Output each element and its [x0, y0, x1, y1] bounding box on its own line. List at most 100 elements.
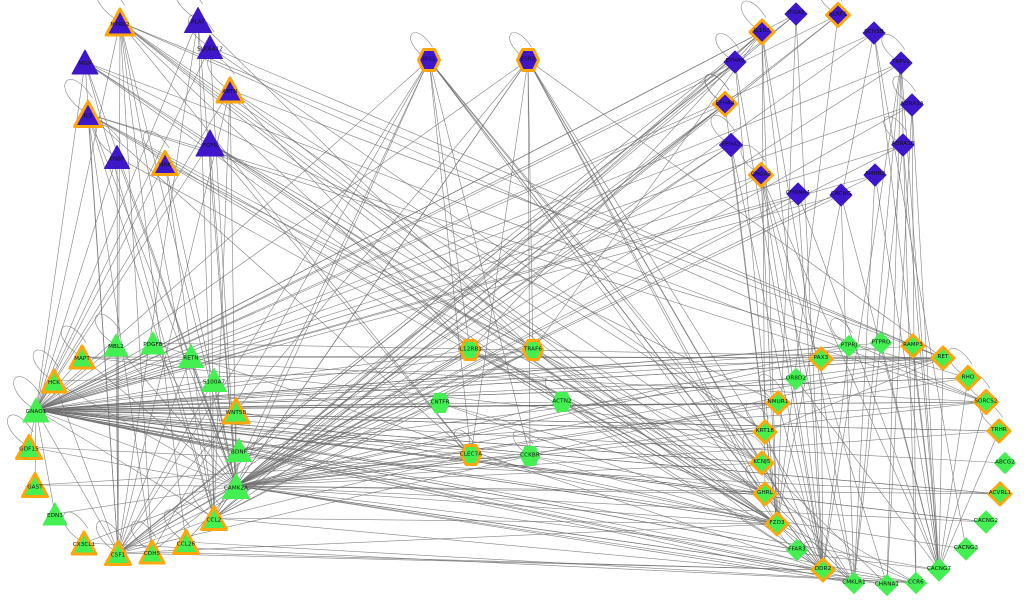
graph-node-retn[interactable]: RETN: [178, 343, 205, 370]
graph-node-chrna1[interactable]: CHRNA1: [875, 574, 899, 597]
graph-node-ntrk2[interactable]: NTRK2: [104, 7, 136, 37]
graph-node-pax3[interactable]: PAX3: [808, 346, 834, 372]
graph-node-ptpro[interactable]: PTPRO: [870, 332, 893, 355]
edge: [119, 21, 153, 553]
graph-node-cdh5[interactable]: CDH5: [138, 539, 166, 565]
edge: [35, 156, 118, 411]
edge: [527, 59, 778, 525]
graph-node-ffar3[interactable]: FFAR3: [786, 539, 809, 562]
graph-node-klrf1[interactable]: KLRF1: [825, 2, 851, 28]
graph-node-epha5[interactable]: EPHA5: [723, 50, 747, 74]
graph-node-epha4[interactable]: EPHA4: [712, 91, 738, 117]
graph-node-mbl2[interactable]: MBL2: [103, 332, 129, 358]
graph-node-plat[interactable]: PLAT: [184, 6, 213, 35]
graph-node-amhr2[interactable]: AMHR2: [863, 163, 887, 187]
self-loop-edge: [830, 318, 853, 347]
graph-node-nmur1[interactable]: NMUR1: [765, 390, 791, 416]
graph-node-or8d2[interactable]: OR8D2: [785, 368, 808, 391]
graph-node-cntfr[interactable]: CNTFR: [430, 393, 451, 414]
edge: [34, 455, 531, 486]
graph-node-s100a7[interactable]: S100A7: [201, 367, 228, 394]
edge: [83, 542, 917, 584]
graph-node-slc6a12[interactable]: SLC6A12: [197, 34, 224, 61]
graph-node-hrk[interactable]: HRK: [151, 150, 179, 177]
edge: [527, 59, 824, 571]
graph-node-kcnj5[interactable]: KCNJ5: [749, 450, 775, 476]
edge: [190, 355, 237, 487]
graph-node-mapt[interactable]: MAPT: [68, 344, 96, 370]
graph-node-sorcs2[interactable]: SORCS2: [973, 389, 999, 415]
edge: [213, 349, 471, 519]
graph-node-esr2[interactable]: ESR2: [516, 48, 540, 72]
graph-node-trpv1[interactable]: TRPV1: [889, 51, 913, 75]
graph-node-gnao1[interactable]: GNAO1: [22, 396, 50, 424]
graph-node-actn2[interactable]: ACTN2: [552, 392, 573, 413]
graph-node-ret[interactable]: RET: [930, 345, 956, 371]
edge: [35, 409, 119, 554]
graph-node-ghrl[interactable]: GHRL: [752, 481, 778, 507]
graph-node-gdf15[interactable]: GDF15: [15, 434, 43, 461]
edge: [886, 104, 913, 586]
edge: [35, 59, 430, 411]
graph-node-gast[interactable]: GAST: [21, 472, 49, 499]
graph-node-ccr6[interactable]: CCR6: [905, 572, 928, 595]
graph-node-ccl2[interactable]: CCL2: [200, 505, 228, 532]
graph-node-artn[interactable]: ARTN: [215, 76, 245, 104]
graph-node-adra1b[interactable]: ADRA1B: [891, 133, 915, 157]
graph-node-il1r2[interactable]: IL1R2: [748, 18, 776, 46]
edge: [117, 59, 529, 554]
graph-node-fzd3[interactable]: FZD3: [764, 511, 790, 537]
graph-node-fgf6[interactable]: FGF6: [195, 128, 225, 158]
self-loop-edge: [207, 56, 235, 91]
graph-node-chrna4[interactable]: CHRNA4: [786, 182, 810, 206]
graph-node-hck[interactable]: HCK: [40, 368, 68, 394]
graph-node-trhr[interactable]: TRHR: [986, 418, 1012, 444]
graph-node-krt18[interactable]: KRT18: [752, 419, 778, 445]
graph-node-abcg2[interactable]: ABCG2: [994, 452, 1017, 475]
graph-node-mgp[interactable]: MGP: [71, 48, 99, 76]
graph-node-ptprj[interactable]: PTPRJ: [838, 335, 861, 358]
graph-node-cacng7[interactable]: CACNG7: [927, 558, 951, 582]
graph-node-cmklr1[interactable]: CMKLR1: [842, 572, 866, 595]
graph-node-cacng3[interactable]: CACNG3: [954, 537, 978, 561]
graph-node-cacng2[interactable]: CACNG2: [974, 510, 998, 534]
graph-node-pdgfb[interactable]: PDGFB: [140, 330, 166, 356]
graph-node-csf1[interactable]: CSF1: [104, 540, 132, 567]
graph-node-wnt5b[interactable]: WNT5B: [221, 397, 251, 425]
edge: [760, 174, 940, 571]
edge: [35, 409, 778, 525]
graph-node-rho[interactable]: RHO: [955, 365, 981, 391]
graph-node-fnbp[interactable]: FNBP: [104, 144, 131, 171]
graph-node-il12rb1[interactable]: IL12RB1: [458, 339, 482, 361]
graph-node-il5[interactable]: IL5: [73, 100, 103, 129]
graph-node-clec7a[interactable]: CLEC7A: [460, 444, 482, 466]
self-loop-edge: [7, 414, 34, 448]
edge: [84, 61, 987, 403]
graph-node-adra1a[interactable]: ADRA1A: [900, 93, 924, 117]
edge: [213, 379, 237, 487]
graph-node-cnga3[interactable]: CNGA3: [748, 162, 774, 188]
graph-node-epha3[interactable]: EPHA3: [719, 133, 744, 158]
graph-node-edn3[interactable]: EDN3: [42, 501, 68, 527]
edge: [87, 113, 119, 554]
edge: [35, 174, 762, 411]
graph-node-ccl26[interactable]: CCL26: [172, 529, 200, 556]
edge: [235, 485, 766, 495]
graph-node-acvrl1[interactable]: ACVRL1: [987, 481, 1013, 507]
graph-node-cx3cl1[interactable]: CX3CL1: [70, 530, 98, 556]
graph-node-camk2a[interactable]: CAMK2A: [222, 472, 251, 501]
graph-node-cacng[interactable]: CACNG: [829, 183, 853, 207]
graph-node-irs1[interactable]: IRS1: [417, 48, 441, 72]
edge: [235, 62, 902, 487]
graph-node-cckbr[interactable]: CCKBR: [520, 446, 541, 467]
graph-node-ddr2[interactable]: DDR2: [810, 557, 836, 583]
graph-node-traf6[interactable]: TRAF6: [522, 339, 544, 361]
graph-node-itga5[interactable]: ITGA5: [784, 2, 808, 26]
graph-node-ramp3[interactable]: RAMP3: [900, 333, 926, 359]
edge: [874, 174, 940, 571]
graph-node-scn3b[interactable]: SCN3B: [862, 21, 886, 45]
edge: [238, 357, 944, 451]
graph-node-bdnf[interactable]: BDNF: [226, 437, 253, 464]
